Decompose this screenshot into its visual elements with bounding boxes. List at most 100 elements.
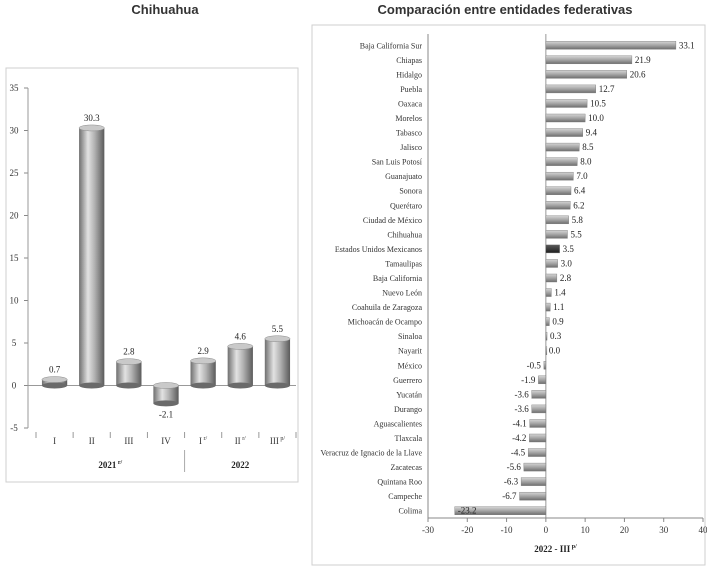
left-bar-body: [190, 360, 216, 386]
right-category-label: Jalisco: [400, 143, 422, 152]
left-bar: [227, 343, 254, 389]
right-x-tick-label: 10: [581, 525, 591, 535]
right-category-label: Chihuahua: [387, 230, 422, 239]
left-bar-value-label: 4.6: [235, 331, 247, 341]
right-x-tick-label: 0: [544, 525, 549, 535]
left-bar-body: [153, 385, 179, 404]
right-bar-value-label: -6.3: [504, 477, 519, 487]
right-bar-value-label: 5.8: [572, 215, 584, 225]
right-bar: [545, 346, 548, 355]
right-bar: [545, 157, 578, 166]
left-y-tick-label: 25: [10, 168, 20, 178]
right-category-label: Sonora: [399, 187, 422, 196]
right-bar: [545, 128, 583, 137]
right-bar-value-label: -0.5: [527, 360, 542, 370]
right-bar-value-label: 1.1: [553, 302, 564, 312]
right-bar: [527, 448, 547, 457]
left-y-tick-label: 30: [10, 126, 20, 136]
right-bar-value-label: 1.4: [554, 288, 566, 298]
left-bar-value-label: -2.1: [159, 409, 173, 419]
right-category-label: Tamaulipas: [385, 259, 422, 268]
right-x-tick-label: 30: [659, 525, 669, 535]
right-bar-value-label: 12.7: [599, 84, 615, 94]
right-category-label: Estados Unidos Mexicanos: [335, 245, 422, 254]
left-bar-base: [116, 382, 142, 389]
left-bar-base: [227, 382, 253, 389]
right-x-tick-label: 40: [699, 525, 707, 535]
right-bar: [545, 273, 558, 283]
left-y-tick-label: -5: [10, 423, 18, 433]
left-x-tick-label: II: [89, 436, 95, 446]
right-bar-value-label: 3.5: [563, 244, 575, 254]
right-bar-value-label: 3.0: [561, 258, 573, 268]
right-category-label: San Luis Potosí: [372, 158, 423, 167]
right-bar-value-label: 10.5: [590, 98, 606, 108]
right-category-label: Aguascalientes: [374, 419, 422, 428]
left-x-tick-label: III p/: [270, 436, 286, 446]
left-x-tick-label: I r/: [199, 436, 207, 446]
right-bar: [523, 462, 547, 472]
left-bar-value-label: 0.7: [49, 365, 61, 375]
right-category-label: Baja California: [373, 274, 423, 283]
left-bar: [153, 382, 179, 407]
right-category-label: Yucatán: [396, 390, 422, 399]
left-chart-frame: [5, 67, 299, 483]
right-bar: [538, 375, 547, 385]
right-bar: [545, 317, 550, 326]
left-y-tick-label: 5: [12, 338, 17, 348]
left-bar: [264, 335, 291, 389]
right-category-label: Zacatecas: [390, 463, 422, 472]
right-bar: [545, 41, 677, 50]
right-bar: [545, 186, 572, 195]
right-bar-value-label: 0.9: [552, 317, 564, 327]
right-bar-value-label: 8.5: [582, 142, 594, 152]
left-x-tick-label: II r/: [235, 436, 246, 446]
right-category-label: Tlaxcala: [394, 434, 422, 443]
right-bar-value-label: 8.0: [580, 157, 592, 167]
left-bar-base: [264, 382, 291, 389]
left-bar-value-label: 5.5: [272, 324, 284, 334]
right-category-label: Tabasco: [396, 129, 422, 138]
right-bar: [531, 404, 547, 414]
right-x-axis-title: 2022 - III p/: [534, 544, 577, 554]
right-bar-highlight: [545, 244, 560, 254]
right-bar-value-label: -4.5: [511, 448, 526, 458]
right-bar-value-label: -1.9: [521, 375, 536, 385]
right-category-label: Veracruz de Ignacio de la Llave: [321, 449, 423, 458]
left-year-label: 2022: [231, 460, 250, 470]
left-bar-top: [115, 358, 142, 365]
right-bar-value-label: 0.3: [550, 331, 562, 341]
right-bar-value-label: 9.4: [586, 128, 598, 138]
right-bar-value-label: 6.4: [574, 186, 586, 196]
right-bar: [545, 288, 552, 297]
left-y-tick-label: 35: [10, 83, 20, 93]
right-bar-value-label: -23.2: [458, 506, 477, 516]
right-bar-value-label: 33.1: [679, 40, 695, 50]
right-chart-frame: [311, 24, 706, 566]
right-bar: [545, 99, 588, 108]
right-category-label: México: [398, 361, 422, 370]
right-bar: [543, 361, 547, 370]
right-category-label: Durango: [394, 405, 422, 414]
left-bar: [115, 358, 142, 389]
right-category-label: Quintana Roo: [377, 478, 422, 487]
right-bar: [545, 142, 580, 152]
right-bar: [529, 419, 547, 428]
right-bar: [531, 390, 547, 399]
right-bar-value-label: 0.0: [549, 346, 561, 356]
right-category-label: Michoacán de Ocampo: [348, 318, 422, 327]
left-bar-base: [41, 382, 68, 389]
right-x-tick-label: -10: [501, 525, 513, 535]
left-x-tick-label: III: [124, 436, 133, 446]
left-bar-top: [153, 382, 179, 389]
right-x-tick-label: -20: [461, 525, 473, 535]
left-bar-body: [227, 346, 253, 386]
right-bar-value-label: -3.6: [514, 389, 529, 399]
left-bar-value-label: 2.9: [198, 346, 210, 356]
left-bar-top: [190, 357, 217, 365]
left-bar-base: [79, 382, 105, 389]
right-category-label: Nuevo León: [382, 289, 422, 298]
right-category-label: Morelos: [395, 114, 422, 123]
